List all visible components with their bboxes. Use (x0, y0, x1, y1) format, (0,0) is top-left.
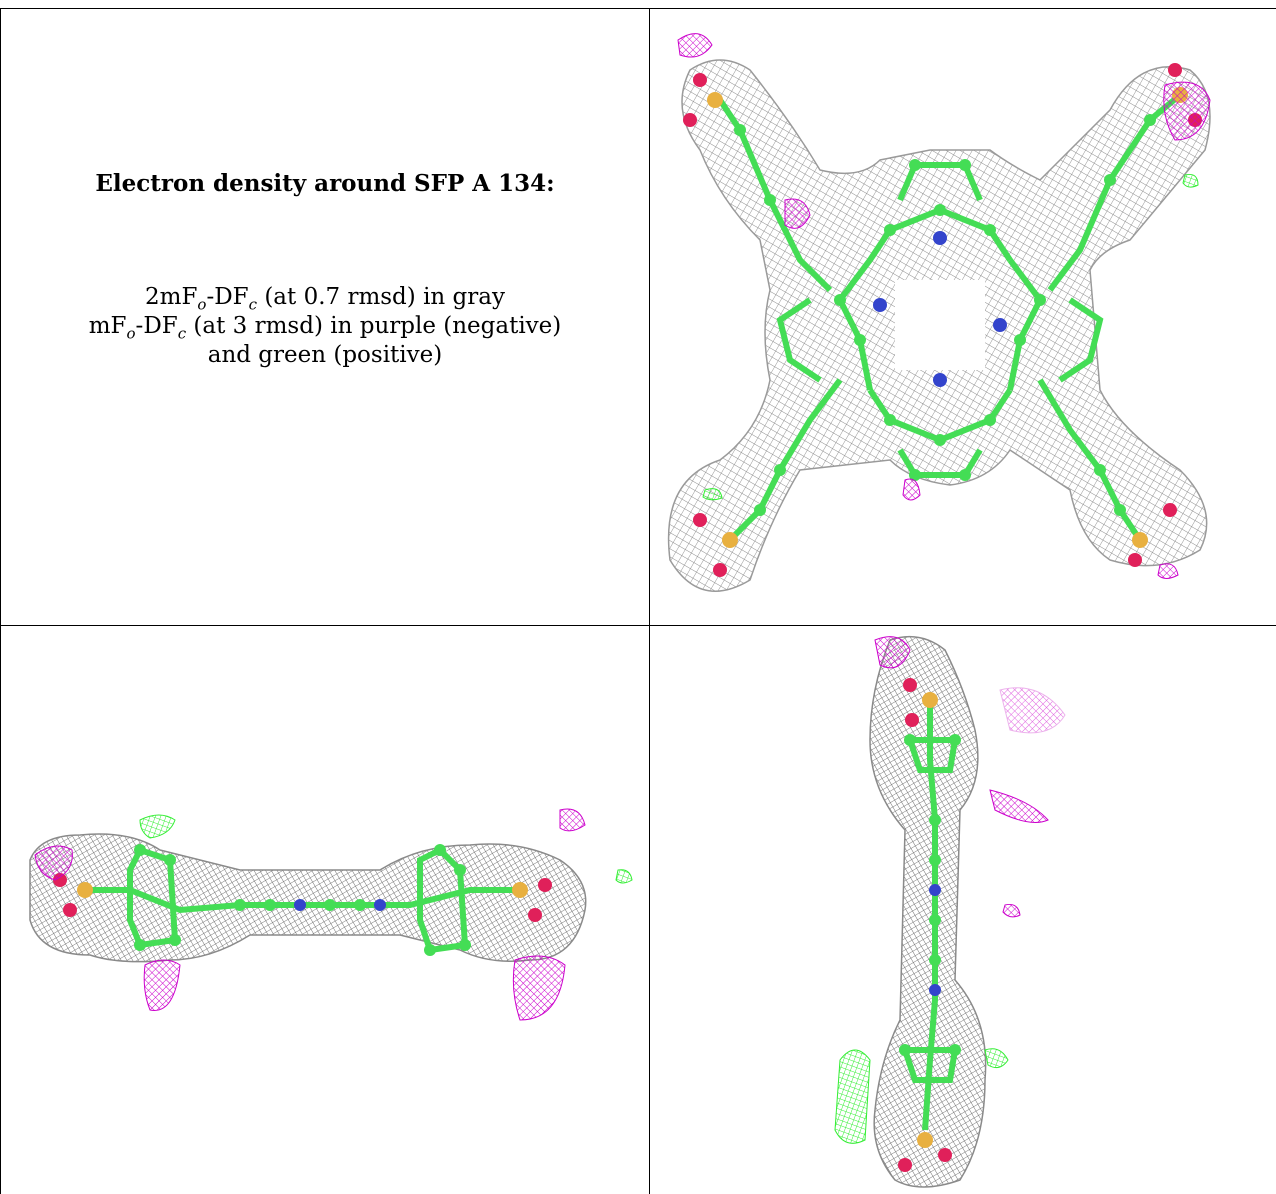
porphyrin-core-hole (895, 280, 985, 370)
nitrogen-atoms (929, 884, 941, 996)
sulfonate-groups (53, 873, 552, 922)
caption-subscript: c (177, 324, 187, 343)
density-mesh-2fo-fc (29, 833, 587, 963)
nitrogen-atoms (873, 231, 1007, 387)
carbon-atoms (734, 114, 1156, 516)
panel-top-view (667, 33, 1211, 592)
caption-line-colors: and green (positive) (207, 342, 443, 368)
caption-subscript: o (126, 324, 136, 343)
sulfonate-groups (898, 678, 952, 1172)
caption-subscript: c (248, 295, 258, 314)
nitrogen-atoms (294, 899, 386, 911)
caption-subscript: o (197, 295, 207, 314)
sulfonate-groups (683, 63, 1202, 577)
difference-density-blobs (834, 636, 1066, 1144)
porphyrin-skeleton-end (900, 700, 959, 1131)
table-divider-vertical (649, 8, 650, 1194)
caption-line-2fo-fc: 2mFo-DFc (at 0.7 rmsd) in gray (30, 283, 620, 320)
caption-text: -DF (135, 313, 178, 339)
difference-density-blobs (34, 808, 633, 1021)
panel-end-view (834, 635, 1066, 1188)
caption-text: mF (88, 313, 127, 339)
carbon-atoms (899, 734, 961, 1056)
table-border-left (0, 8, 1, 1194)
caption-text: -DF (206, 284, 249, 310)
panel-side-view (29, 808, 633, 1021)
caption-text: (at 3 rmsd) in purple (negative) (186, 313, 562, 339)
table-divider-horizontal (0, 625, 1276, 626)
caption-text: 2mF (145, 284, 198, 310)
difference-density-blobs (677, 33, 1211, 579)
caption-text: (at 0.7 rmsd) in gray (257, 284, 505, 310)
caption-line-fo-fc: mFo-DFc (at 3 rmsd) in purple (negative) (30, 312, 620, 349)
caption-title: Electron density around SFP A 134: (95, 170, 555, 197)
table-border-top (0, 8, 1276, 9)
carbon-atoms (134, 844, 471, 956)
